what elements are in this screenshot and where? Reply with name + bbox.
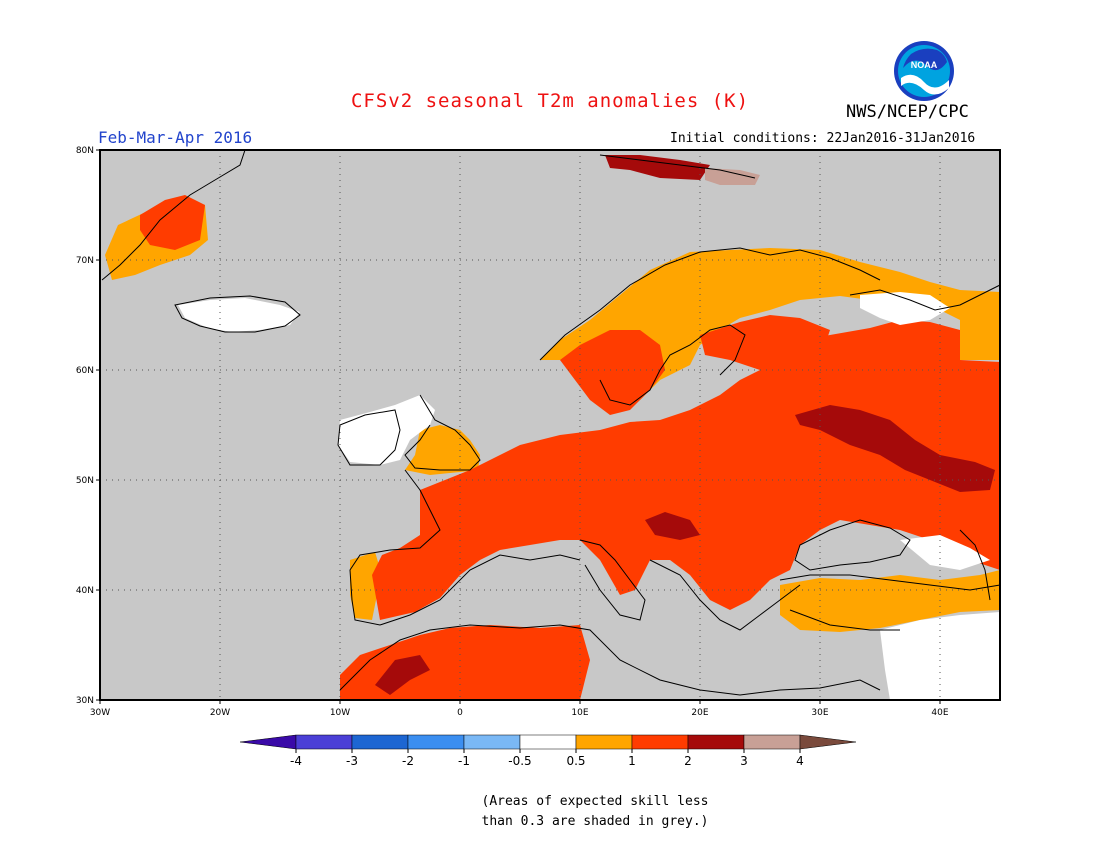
legend-swatch (295, 734, 353, 750)
forecast-period: Feb-Mar-Apr 2016 (98, 128, 253, 147)
anomaly-region-ireland-white (338, 395, 435, 465)
map-title: CFSv2 seasonal T2m anomalies (K) (350, 90, 750, 112)
coastline-europe-west (349, 469, 581, 626)
coastline-caspian (959, 529, 991, 601)
tick-label-lon: 20W (210, 708, 230, 718)
coastline-black-sea (794, 519, 911, 571)
anomaly-regions (105, 155, 1000, 700)
coastline-greenland (101, 149, 246, 281)
legend-label: -3 (346, 754, 358, 768)
anomaly-region-greenland-red (140, 195, 205, 250)
anomaly-region-finland-red (700, 315, 830, 375)
anomaly-region-turkey-orange (780, 570, 1000, 632)
legend-swatch (519, 734, 577, 750)
legend-arrow-high (799, 734, 857, 750)
anomaly-region-middle-east-white (880, 612, 1000, 700)
map-frame (99, 149, 1001, 701)
legend-swatch (575, 734, 633, 750)
legend-swatch (631, 734, 689, 750)
legend-label: 2 (684, 754, 692, 768)
legend-swatch (351, 734, 409, 750)
tick-label-lat: 60N (76, 366, 94, 376)
noaa-logo-icon: NOAA (893, 40, 955, 102)
coastline-svalbard (599, 154, 756, 179)
coastline-north-africa (339, 624, 881, 696)
legend-label: 0.5 (566, 754, 585, 768)
tick-label-lon: 0 (457, 708, 463, 718)
anomaly-region-europe-red (372, 320, 1000, 620)
anomaly-region-caucasus-white (900, 535, 990, 570)
initial-conditions: Initial conditions: 22Jan2016-31Jan2016 (670, 131, 976, 146)
tick-label-lat: 30N (76, 696, 94, 706)
coastline-russia-north (849, 284, 1001, 311)
anomaly-region-iceland-white (178, 298, 300, 332)
coastline-turkey (779, 574, 1001, 631)
anomaly-region-morocco-darkred (375, 655, 430, 695)
tick-label-lat: 70N (76, 256, 94, 266)
legend-arrow-low (239, 734, 297, 750)
gridlines (100, 150, 1000, 700)
anomaly-region-russia-darkred (795, 405, 995, 492)
coastlines (101, 149, 1001, 696)
anomaly-region-iberia-orange (350, 552, 382, 620)
tick-label-lat: 40N (76, 586, 94, 596)
tick-label-lat: 80N (76, 146, 94, 156)
legend-swatch (407, 734, 465, 750)
legend-swatch (463, 734, 521, 750)
legend-label: -1 (458, 754, 470, 768)
anomaly-region-uk-orange (405, 425, 480, 475)
skill-note-line-2: than 0.3 are shaded in grey.) (481, 814, 709, 829)
anomaly-region-balkans-darkred (645, 512, 700, 540)
anomaly-region-scandinavia-red (560, 330, 665, 415)
legend-swatch (687, 734, 745, 750)
coastline-balkans-greece (649, 559, 801, 631)
anomaly-region-svalbard-darkred (605, 155, 710, 180)
legend-label: -2 (402, 754, 414, 768)
tick-label-lon: 10E (571, 708, 588, 718)
coastline-ireland (337, 409, 401, 466)
coastline-italy (579, 539, 646, 621)
legend-label: 3 (740, 754, 748, 768)
legend-label: 1 (628, 754, 636, 768)
tick-label-lat: 50N (76, 476, 94, 486)
tick-label-lon: 40E (931, 708, 948, 718)
axis-ticks: 30W 20W 10W 0 10E 20E 30E 40E 30N 40N 50N 60N 70N 80N (76, 146, 949, 718)
agency-label: NWS/NCEP/CPC (846, 102, 969, 122)
coastline-iceland (174, 295, 301, 333)
anomaly-region-russia-north-white (860, 292, 950, 325)
coastline-uk (404, 394, 481, 471)
tick-label-lon: 10W (330, 708, 350, 718)
legend-swatch (743, 734, 801, 750)
tick-label-lon: 20E (691, 708, 708, 718)
coastline-scandinavia (539, 247, 881, 406)
skill-note: (Areas of expected skill less than 0.3 a… (460, 792, 730, 832)
anomaly-region-svalbard-tan (705, 168, 760, 185)
skill-note-line-1: (Areas of expected skill less (481, 794, 709, 809)
legend-label: -0.5 (508, 754, 531, 768)
tick-label-lon: 30W (90, 708, 110, 718)
logo-text: NOAA (911, 60, 938, 70)
legend-label: -4 (290, 754, 302, 768)
tick-label-lon: 30E (811, 708, 828, 718)
legend-label: 4 (796, 754, 804, 768)
